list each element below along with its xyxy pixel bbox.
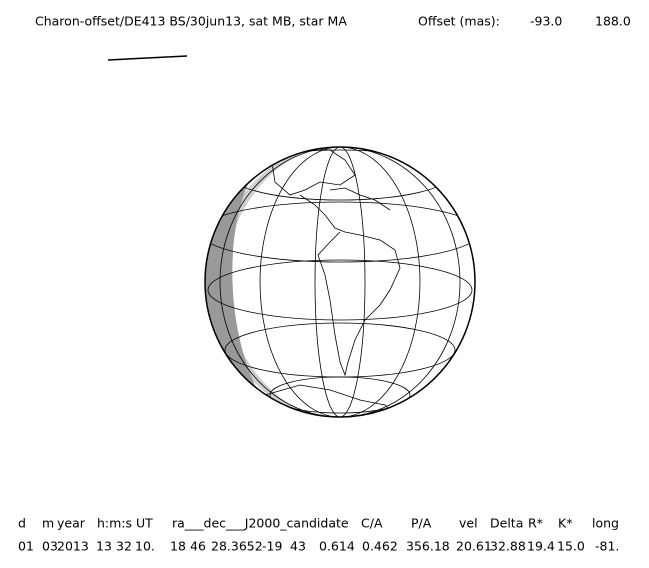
- cell: 03: [42, 539, 58, 554]
- cell: 10.: [135, 539, 155, 554]
- column-header: long: [592, 516, 619, 531]
- cell: 46: [190, 539, 206, 554]
- column-header: R*: [528, 516, 543, 531]
- offset-y: 188.0: [595, 14, 631, 29]
- title: Charon-offset/DE413 BS/30jun13, sat MB, …: [35, 14, 347, 29]
- cell: 0.614: [319, 539, 355, 554]
- column-header: P/A: [411, 516, 432, 531]
- column-header: d: [18, 516, 26, 531]
- cell: 01: [18, 539, 34, 554]
- offset-x: -93.0: [530, 14, 562, 29]
- column-header: Delta: [490, 516, 523, 531]
- cell: -19: [262, 539, 282, 554]
- column-header: h:m:s UT: [97, 516, 153, 531]
- cell: 28.3652: [211, 539, 263, 554]
- column-header: C/A: [361, 516, 383, 531]
- column-header: ra___dec___J2000_candidate: [172, 516, 349, 531]
- column-header: year: [57, 516, 86, 531]
- scale-bar: [107, 55, 188, 61]
- cell: 19.4: [527, 539, 555, 554]
- cell: 18: [170, 539, 186, 554]
- cell: 20.61: [456, 539, 492, 554]
- cell: -81.: [595, 539, 619, 554]
- cell: 356.18: [406, 539, 450, 554]
- cell: 15.0: [557, 539, 585, 554]
- cell: 0.462: [362, 539, 398, 554]
- column-header: K*: [558, 516, 572, 531]
- cell: 13: [96, 539, 112, 554]
- globe: [204, 146, 476, 418]
- offset-label: Offset (mas):: [418, 14, 500, 29]
- column-header: vel: [459, 516, 478, 531]
- cell: 2013: [57, 539, 89, 554]
- cell: 32.88: [490, 539, 526, 554]
- cell: 43: [290, 539, 306, 554]
- cell: 32: [116, 539, 132, 554]
- column-header: m: [42, 516, 54, 531]
